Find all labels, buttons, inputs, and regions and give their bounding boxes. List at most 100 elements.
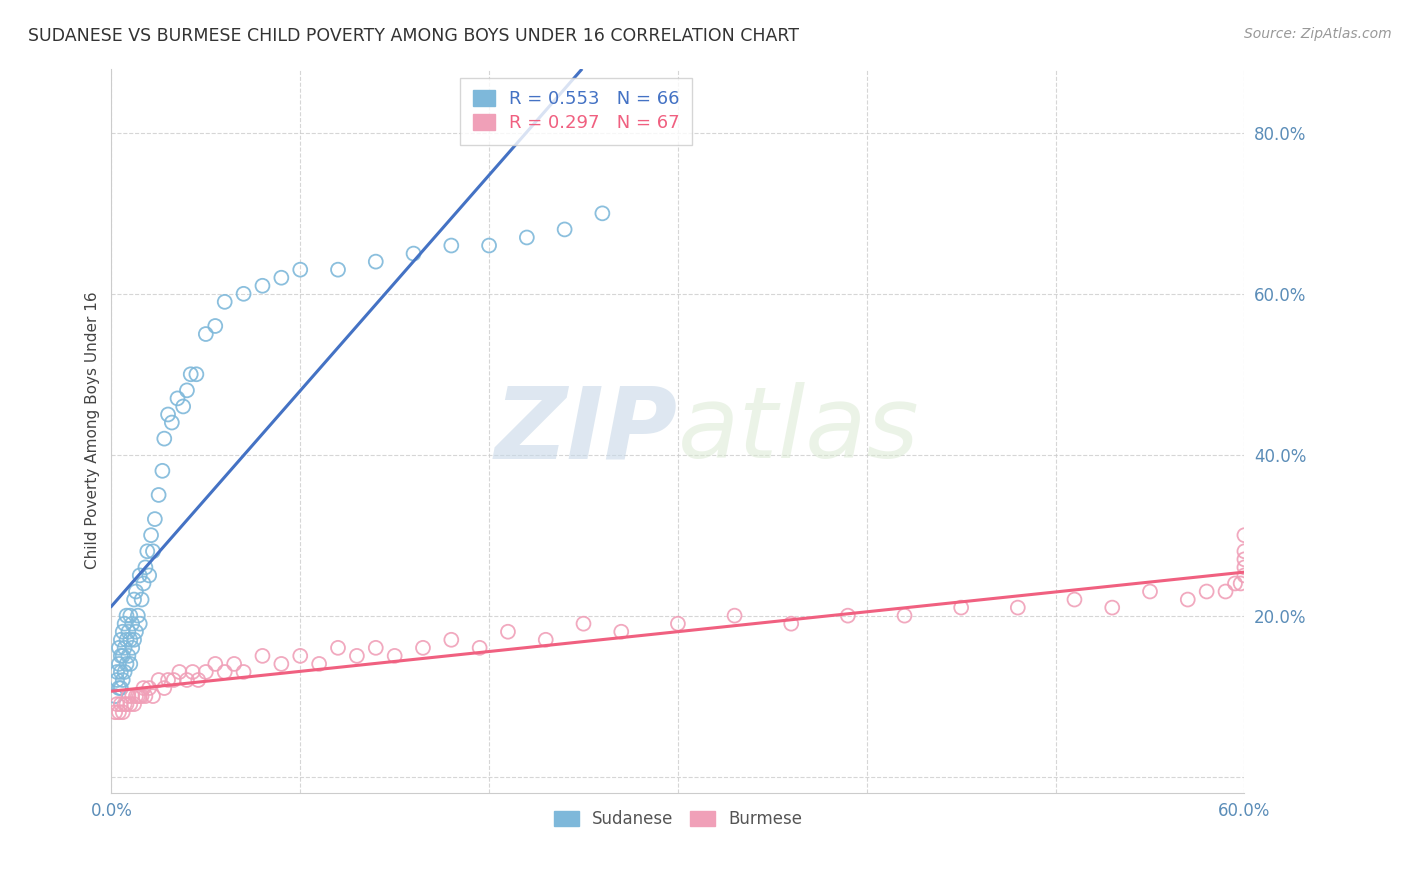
Point	[591, 206, 613, 220]
Point	[610, 624, 633, 639]
Point	[105, 697, 128, 711]
Point	[115, 632, 138, 647]
Point	[120, 697, 142, 711]
Point	[122, 632, 145, 647]
Point	[516, 230, 538, 244]
Point	[111, 705, 134, 719]
Point	[252, 278, 274, 293]
Point	[157, 408, 180, 422]
Text: ZIP: ZIP	[495, 382, 678, 479]
Point	[157, 673, 180, 687]
Point	[120, 608, 142, 623]
Point	[138, 568, 160, 582]
Point	[1229, 576, 1251, 591]
Point	[125, 624, 148, 639]
Point	[128, 689, 150, 703]
Point	[160, 416, 183, 430]
Point	[666, 616, 689, 631]
Point	[169, 665, 191, 679]
Point	[176, 384, 198, 398]
Legend: Sudanese, Burmese: Sudanese, Burmese	[547, 804, 808, 835]
Point	[172, 400, 194, 414]
Point	[290, 648, 312, 663]
Point	[534, 632, 557, 647]
Point	[104, 689, 127, 703]
Point	[128, 616, 150, 631]
Point	[131, 689, 153, 703]
Point	[115, 657, 138, 671]
Point	[1233, 544, 1256, 558]
Point	[142, 544, 165, 558]
Point	[134, 560, 156, 574]
Point	[346, 648, 368, 663]
Point	[110, 697, 132, 711]
Point	[478, 238, 501, 252]
Point	[110, 681, 132, 695]
Point	[110, 648, 132, 663]
Point	[326, 640, 349, 655]
Point	[186, 368, 208, 382]
Point	[108, 657, 131, 671]
Point	[893, 608, 915, 623]
Point	[121, 689, 143, 703]
Point	[723, 608, 745, 623]
Point	[554, 222, 576, 236]
Point	[152, 464, 174, 478]
Point	[132, 576, 155, 591]
Point	[111, 624, 134, 639]
Point	[187, 673, 209, 687]
Point	[121, 640, 143, 655]
Point	[384, 648, 406, 663]
Point	[136, 544, 159, 558]
Point	[143, 512, 166, 526]
Point	[131, 592, 153, 607]
Point	[148, 673, 170, 687]
Point	[232, 286, 254, 301]
Point	[440, 238, 463, 252]
Point	[364, 640, 387, 655]
Point	[572, 616, 595, 631]
Point	[128, 568, 150, 582]
Point	[176, 673, 198, 687]
Point	[326, 262, 349, 277]
Point	[120, 632, 142, 647]
Point	[270, 657, 292, 671]
Point	[412, 640, 434, 655]
Point	[114, 616, 136, 631]
Point	[204, 318, 226, 333]
Point	[115, 697, 138, 711]
Point	[153, 432, 176, 446]
Point	[138, 681, 160, 695]
Point	[114, 697, 136, 711]
Point	[148, 488, 170, 502]
Point	[214, 294, 236, 309]
Point	[1195, 584, 1218, 599]
Point	[1223, 576, 1246, 591]
Point	[1233, 568, 1256, 582]
Point	[1233, 528, 1256, 542]
Point	[780, 616, 803, 631]
Point	[108, 681, 131, 695]
Point	[440, 632, 463, 647]
Point	[364, 254, 387, 268]
Point	[108, 640, 131, 655]
Point	[290, 262, 312, 277]
Point	[111, 648, 134, 663]
Point	[139, 528, 162, 542]
Point	[180, 368, 202, 382]
Point	[232, 665, 254, 679]
Point	[1233, 560, 1256, 574]
Point	[142, 689, 165, 703]
Point	[1177, 592, 1199, 607]
Point	[114, 665, 136, 679]
Point	[153, 681, 176, 695]
Point	[122, 592, 145, 607]
Text: SUDANESE VS BURMESE CHILD POVERTY AMONG BOYS UNDER 16 CORRELATION CHART: SUDANESE VS BURMESE CHILD POVERTY AMONG …	[28, 27, 799, 45]
Point	[496, 624, 519, 639]
Point	[1007, 600, 1029, 615]
Point	[308, 657, 330, 671]
Point	[1139, 584, 1161, 599]
Point	[181, 665, 204, 679]
Point	[134, 689, 156, 703]
Point	[214, 665, 236, 679]
